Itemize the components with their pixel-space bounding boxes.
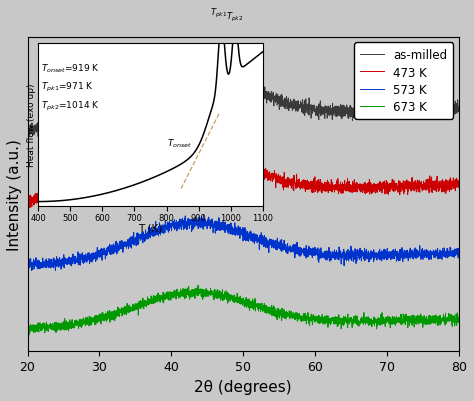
as-milled [448,104,454,109]
573 K [100,251,105,256]
as-milled [401,104,407,109]
473 K [448,182,454,187]
as-milled [209,73,215,77]
473 K [25,203,30,208]
as-milled [74,117,80,122]
573 K [29,269,35,273]
Legend: as-milled, 473 K, 573 K, 673 K: as-milled, 473 K, 573 K, 673 K [354,43,453,119]
573 K [456,249,462,253]
as-milled [100,103,105,108]
573 K [201,213,206,217]
473 K [401,185,407,190]
Line: 673 K: 673 K [27,286,459,335]
as-milled [192,65,198,69]
673 K [100,311,105,316]
673 K [27,332,32,337]
X-axis label: 2θ (degrees): 2θ (degrees) [194,379,292,394]
473 K [175,141,181,146]
as-milled [35,135,41,140]
673 K [401,316,407,321]
673 K [456,319,462,324]
673 K [25,324,30,329]
473 K [74,186,80,190]
Y-axis label: Intensity (a.u.): Intensity (a.u.) [7,138,22,250]
as-milled [25,126,30,131]
Text: T (K): T (K) [154,122,180,132]
673 K [74,320,80,325]
as-milled [190,79,196,84]
573 K [209,217,215,222]
573 K [190,219,196,224]
473 K [456,186,462,190]
673 K [195,283,201,288]
573 K [448,251,454,256]
473 K [100,188,105,193]
673 K [190,292,196,297]
Line: 473 K: 473 K [27,144,459,208]
673 K [448,315,454,320]
573 K [401,248,407,253]
673 K [209,289,215,294]
as-milled [456,106,462,111]
Line: as-milled: as-milled [27,67,459,137]
473 K [27,206,33,211]
573 K [74,258,80,263]
573 K [25,266,30,271]
473 K [209,149,215,154]
Line: 573 K: 573 K [27,215,459,271]
473 K [191,149,196,154]
